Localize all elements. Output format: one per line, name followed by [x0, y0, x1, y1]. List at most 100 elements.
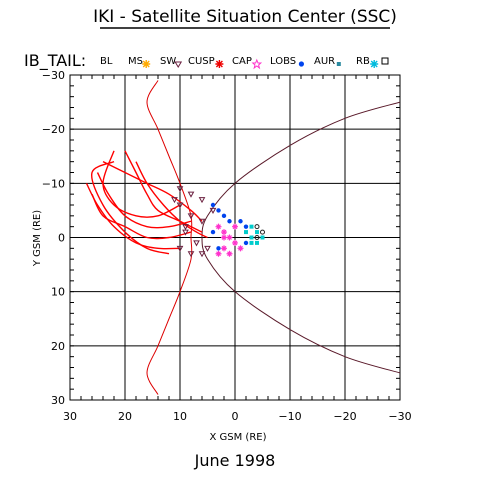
sw-point — [187, 213, 195, 220]
cap-point — [221, 234, 227, 241]
y-tick-label: −30 — [42, 69, 65, 82]
aur-point — [249, 235, 254, 240]
sw-point — [193, 240, 200, 247]
chart-title: IKI - Satellite Situation Center (SSC) — [93, 7, 397, 27]
y-axis-label: Y GSM (RE) — [32, 210, 43, 267]
aur-point — [249, 224, 254, 229]
sw-point — [182, 229, 189, 236]
orbit-loop — [102, 150, 181, 218]
aur-point — [249, 240, 254, 245]
cap-point — [221, 245, 227, 252]
sw-point — [176, 245, 184, 252]
x-tick-label: −20 — [333, 410, 356, 423]
sw-point — [187, 251, 195, 258]
sw-point — [209, 207, 217, 214]
sw-point — [198, 251, 206, 258]
sw-point — [176, 202, 184, 209]
sw-point — [204, 245, 211, 252]
sw-point — [198, 197, 206, 204]
legend-item-label: CUSP — [188, 56, 215, 67]
cap-point — [237, 245, 244, 252]
lobs-point — [243, 224, 249, 229]
plot-area: 30 20 10 0 −10 −20 −30 −30 −20 −10 0 10 20 30 — [42, 69, 412, 423]
legend-item: MS — [128, 56, 151, 68]
lobs-point — [238, 219, 243, 224]
lobs-point — [227, 219, 232, 224]
legend-item-label: LOBS — [270, 56, 296, 67]
lobs-point — [243, 240, 249, 246]
square-teal-icon — [336, 62, 341, 66]
magnetopause-boundary — [201, 101, 400, 374]
cap-point — [215, 250, 222, 257]
y-tick-label: 20 — [51, 340, 65, 353]
legend-item: RB — [356, 56, 379, 68]
rb-point — [254, 224, 260, 230]
orbit-loop — [135, 161, 208, 239]
orbit-loop — [91, 161, 170, 255]
cap-point — [232, 223, 238, 230]
legend-item: LOBS — [270, 56, 304, 67]
legend-item: CUSP — [188, 56, 224, 68]
x-axis-label: X GSM (RE) — [209, 432, 266, 443]
x-tick-label: 10 — [173, 410, 187, 423]
cap-point — [232, 239, 238, 246]
legend: IB_TAIL: BL MS SW CUSP CAP LOBS AUR RB — [24, 51, 389, 71]
orbit-loop — [96, 172, 192, 229]
sw-point — [176, 186, 184, 193]
orbit-loop — [85, 183, 181, 250]
legend-item: BL — [100, 56, 113, 67]
legend-item-label: BL — [100, 56, 113, 67]
cap-point — [226, 234, 233, 241]
legend-label: IB_TAIL: — [24, 51, 86, 71]
y-tick-label: 0 — [58, 232, 65, 245]
legend-item-label: AUR — [314, 56, 335, 67]
x-tick-label: 0 — [232, 410, 239, 423]
x-tick-label: −30 — [388, 410, 411, 423]
aur-point — [244, 230, 248, 235]
x-tick-label: 30 — [63, 410, 77, 423]
lobs-point — [210, 229, 216, 235]
legend-item-label: SW — [160, 56, 176, 67]
legend-item-label: CAP — [232, 56, 252, 67]
bow-shock-boundary — [146, 80, 193, 395]
cap-point — [226, 250, 233, 257]
cap-point — [221, 229, 227, 236]
x-tick-label: −10 — [278, 410, 301, 423]
legend-item-label: MS — [128, 56, 143, 67]
triangle-down-icon — [174, 61, 183, 68]
rb-point — [254, 235, 260, 240]
legend-item: AUR — [314, 56, 341, 67]
sw-point — [198, 218, 206, 225]
dot-blue-icon — [298, 61, 304, 67]
sw-point — [187, 191, 195, 198]
y-tick-label: 10 — [51, 286, 65, 299]
sw-point — [182, 224, 189, 231]
y-tick-label: 30 — [51, 394, 65, 407]
asterisk-red-icon — [215, 60, 224, 68]
aur-point — [255, 230, 259, 235]
legend-item: CAP — [232, 56, 263, 70]
lobs-point — [221, 213, 227, 219]
lobs-point — [210, 202, 216, 208]
date-label: June 1998 — [194, 451, 276, 470]
legend-item: SW — [160, 56, 183, 68]
lobs-point — [216, 208, 221, 213]
cap-point — [215, 223, 222, 230]
rb-point — [260, 229, 265, 235]
star-magenta-icon — [251, 58, 263, 70]
asterisk-cyan-icon — [370, 60, 379, 68]
sw-point — [171, 197, 178, 204]
plot-content — [85, 80, 400, 395]
lobs-point — [216, 246, 221, 251]
square-outline-icon — [381, 57, 389, 65]
legend-item-label: RB — [356, 56, 370, 67]
x-tick-label: 20 — [118, 410, 132, 423]
orbit-loop — [102, 161, 203, 222]
y-tick-label: −10 — [42, 177, 65, 190]
orbit-loop — [91, 193, 192, 240]
legend-item — [381, 57, 389, 65]
asterisk-orange-icon — [142, 60, 151, 68]
aur-point — [260, 235, 265, 240]
aur-point — [255, 240, 259, 245]
